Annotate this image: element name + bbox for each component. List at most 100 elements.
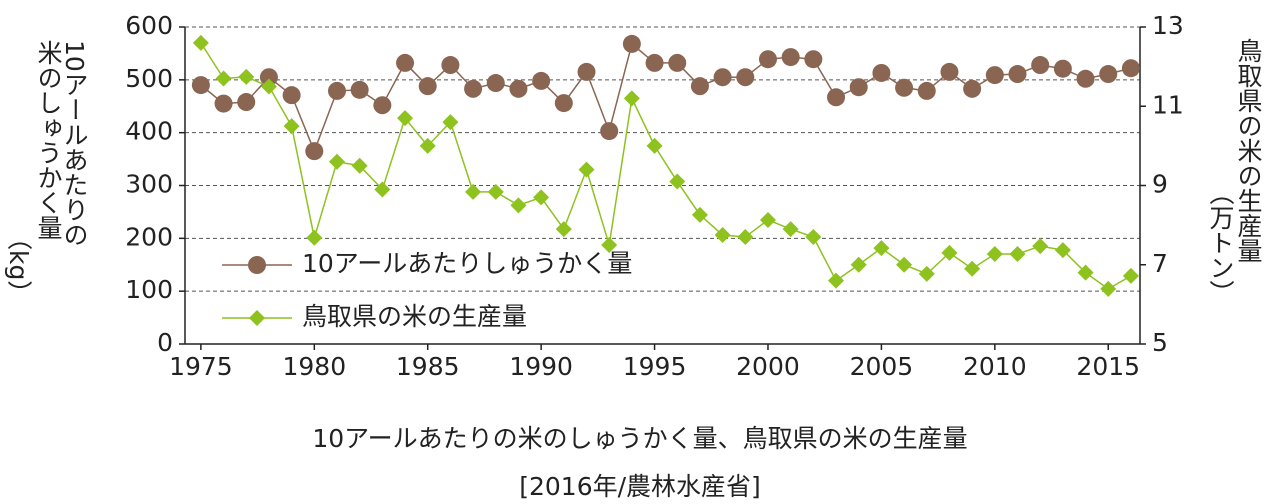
point [577,62,596,81]
point [691,206,708,223]
point [441,56,460,75]
point [510,197,527,214]
y-tick-label: 100 [125,275,173,304]
legend-marker [248,256,266,274]
point [374,181,391,198]
point [554,94,573,113]
y2-label: （万トン） [1206,180,1235,305]
point [917,81,936,100]
point [1099,65,1118,84]
point [713,68,732,87]
y-tick-label: 500 [125,64,173,93]
point [419,137,436,154]
x-tick-label: 2000 [736,352,800,381]
y-tick-label: 600 [125,11,173,40]
point [1008,65,1027,84]
point [964,260,981,277]
y-tick-label: 300 [125,170,173,199]
legend-label: 鳥取県の米の生産量 [302,302,527,331]
point [690,77,709,96]
point [237,93,256,112]
point [872,63,891,82]
point [1009,246,1026,263]
point [464,79,483,98]
point [918,265,935,282]
point [1122,267,1139,284]
point [941,244,958,261]
x-tick-label: 1975 [169,352,233,381]
point [600,122,619,141]
point [805,229,822,246]
x-tick-label: 2005 [850,352,914,381]
point [963,79,982,98]
point [306,229,323,246]
point [1032,238,1049,255]
point [215,70,232,87]
point [782,221,799,238]
point [327,81,346,100]
point [737,229,754,246]
point [623,90,640,107]
point [601,236,618,253]
y-tick-label: 200 [125,222,173,251]
point [486,74,505,93]
point [1077,264,1094,281]
point [532,71,551,90]
y-label: （kg） [4,225,33,306]
point [578,161,595,178]
x-tick-label: 1980 [282,352,346,381]
point [985,66,1004,85]
source: [2016年/農林水産省] [519,472,761,501]
point [849,78,868,97]
x-tick-label: 1985 [396,352,460,381]
x-tick-label: 1995 [623,352,687,381]
point [509,79,528,98]
y-tick-label: 400 [125,117,173,146]
point [828,272,845,289]
point [873,240,890,257]
x-tick-label: 2015 [1076,352,1140,381]
y-tick-label: 0 [157,328,173,357]
point [986,246,1003,263]
point [1054,242,1071,259]
point [622,34,641,53]
point [282,86,301,105]
point [442,114,459,131]
point [1121,59,1140,78]
y2-tick-label: 9 [1152,170,1168,199]
point [714,227,731,244]
point [1100,280,1117,297]
point [896,256,913,273]
chart-title: 10アールあたりの米のしゅうかく量、鳥取県の米の生産量 [312,424,967,453]
point [259,68,278,87]
point [940,62,959,81]
point [555,221,572,238]
y2-tick-label: 5 [1152,328,1168,357]
point [350,80,369,99]
point [238,68,255,85]
legend-label: 10アールあたりしゅうかく量 [302,249,632,278]
legend-marker [249,310,265,326]
y-label: 米のしゅうかく量 [34,40,63,240]
point [895,78,914,97]
point [758,50,777,69]
y2-tick-label: 11 [1152,90,1184,119]
y2-label: 鳥取県の米の生産量 [1234,38,1263,263]
point [850,256,867,273]
point [646,137,663,154]
point [418,77,437,96]
point [487,183,504,200]
point [781,48,800,67]
y2-tick-label: 13 [1152,11,1184,40]
point [191,76,210,95]
x-tick-label: 2010 [963,352,1027,381]
point [328,153,345,170]
point [827,88,846,107]
y2-tick-label: 7 [1152,249,1168,278]
point [645,53,664,72]
point [759,211,776,228]
point [1053,59,1072,78]
point [1031,56,1050,75]
